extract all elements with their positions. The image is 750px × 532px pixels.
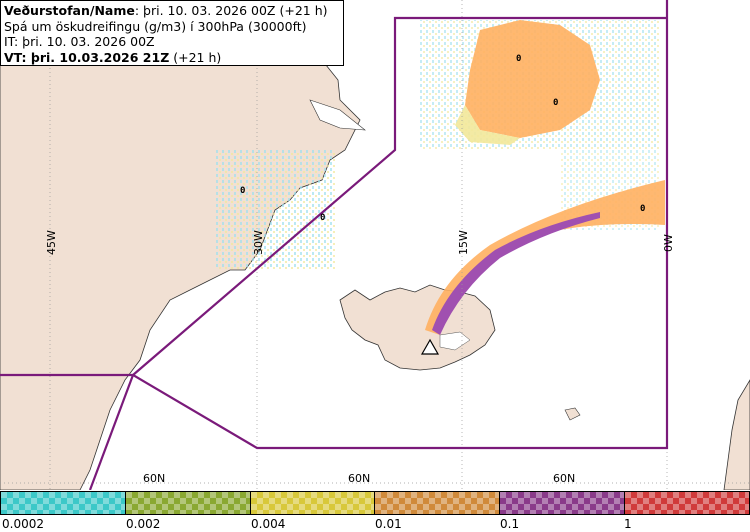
lat-label-60n-a: 60N [143, 472, 165, 485]
forecast-info-box: Veðurstofan/Name: þri. 10. 03. 2026 00Z … [0, 0, 344, 66]
lon-label-15w: 15W [457, 230, 470, 255]
lat-label-60n-c: 60N [553, 472, 575, 485]
ash-cloud-north-fringe [455, 105, 520, 145]
lon-label-30w: 30W [252, 230, 265, 255]
legend-label: 0.002 [126, 517, 161, 531]
value-label: 0 [240, 186, 245, 196]
ash-plume-outer [425, 180, 665, 335]
legend-color-bar [0, 491, 750, 515]
legend-label: 0.01 [375, 517, 402, 531]
lat-label-60n-b: 60N [348, 472, 370, 485]
info-line-3: IT: þri. 10. 03. 2026 00Z [4, 34, 155, 49]
info-line-2: Spá um öskudreifingu (g/m3) í 300hPa (30… [4, 18, 307, 34]
value-label: 0 [553, 98, 558, 108]
legend-label: 0.0002 [2, 517, 44, 531]
scandinavia-land [723, 379, 750, 490]
lon-label-45w: 45W [45, 230, 58, 255]
legend-label: 1 [624, 517, 632, 531]
legend-swatch [1, 492, 126, 514]
glacier [439, 331, 471, 351]
legend-swatch [375, 492, 501, 514]
faroe-islands [564, 407, 581, 421]
iceland-land [339, 284, 496, 371]
value-label: 0 [320, 213, 325, 223]
fir-boundary-south [88, 374, 135, 490]
concentration-legend: 0.0002 0.002 0.004 0.01 0.1 1 [0, 490, 750, 532]
ash-cloud-north [465, 20, 600, 138]
info-line-4: VT: þri. 10.03.2026 21Z (+21 h) [4, 49, 222, 65]
ash-dispersion-map: 45W 30W 15W 0W 60N 60N 60N 0 0 0 0 0 [0, 0, 750, 490]
value-label: 0 [640, 204, 645, 214]
legend-label: 0.1 [500, 517, 520, 531]
value-label: 0 [516, 54, 521, 64]
fir-boundary [131, 0, 669, 450]
legend-label: 0.004 [251, 517, 286, 531]
legend-swatch [250, 492, 376, 514]
legend-swatch [500, 492, 626, 514]
ash-speckle-greenland [215, 150, 335, 270]
lon-label-0w: 0W [662, 234, 675, 252]
volcano-marker [420, 338, 440, 355]
info-line-1: Veðurstofan/Name: þri. 10. 03. 2026 00Z … [4, 3, 328, 18]
legend-swatch [625, 492, 749, 514]
legend-swatch [125, 492, 251, 514]
greenland-fjord [309, 99, 366, 131]
